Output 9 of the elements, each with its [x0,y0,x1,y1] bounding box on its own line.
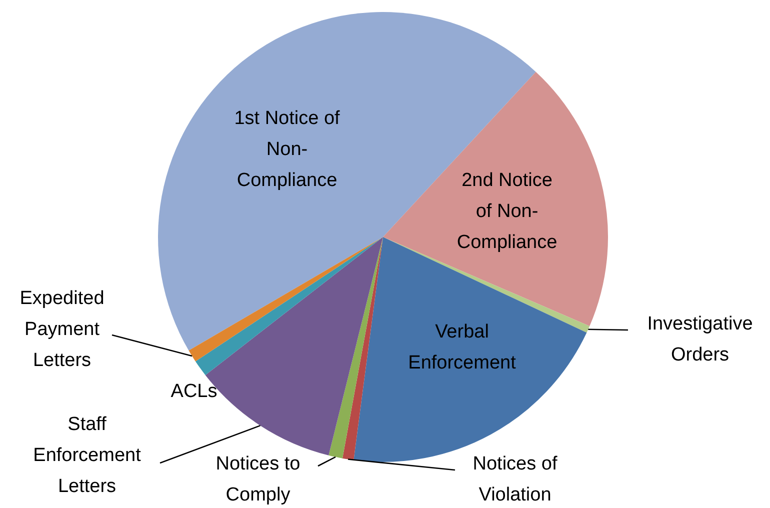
slice-label: 1st Notice of Non-Compliance [234,108,341,192]
slice-label: Expedited Payment Letters [20,288,104,372]
slice-label: 2nd Notice of Non-Compliance [456,170,558,254]
slice-label: Verbal Enforcement [408,322,517,374]
slice-label: Notices to Comply [216,454,300,506]
slice-label: Staff Enforcement Letters [33,414,142,498]
slice-label: Notices of Violation [472,454,558,506]
slice-label: ACLs [170,381,218,402]
slice-label: Investigative Orders [647,314,753,366]
